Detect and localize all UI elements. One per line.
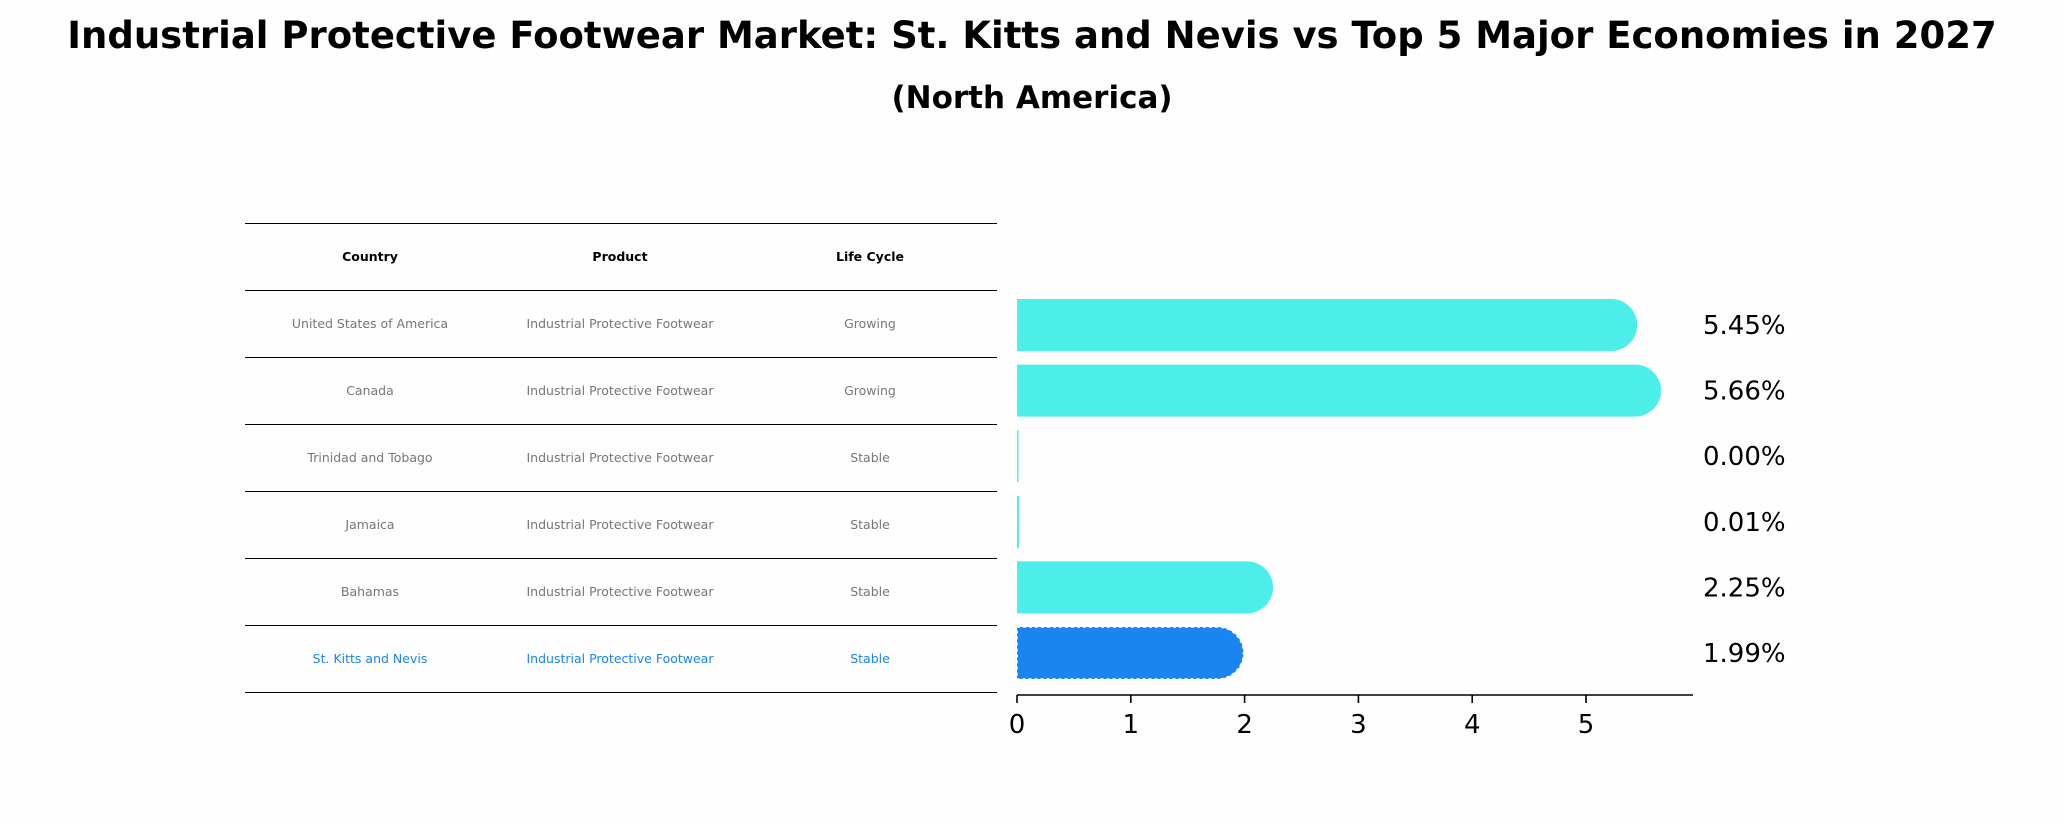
chart-subtitle: (North America): [891, 80, 1173, 116]
data-label: 2.25%: [1703, 573, 1786, 603]
bar-jamaica: [1017, 495, 1019, 548]
table-cell-country: Canada: [346, 382, 394, 398]
x-tick-label: 5: [1578, 710, 1595, 740]
data-label: 0.01%: [1703, 508, 1786, 538]
table-cell-product: Industrial Protective Footwear: [526, 583, 714, 599]
table-cell-country: Bahamas: [340, 583, 400, 599]
table-row-rule: [245, 491, 997, 492]
table-header-country: Country: [342, 248, 398, 264]
table-cell-country: Jamaica: [345, 516, 395, 532]
table-cell-country: United States of America: [291, 315, 449, 331]
table-cell-product: Industrial Protective Footwear: [526, 650, 714, 666]
table-cell-life-cycle: Stable: [850, 583, 890, 599]
bar-bahamas: [1017, 561, 1274, 614]
chart-title: Industrial Protective Footwear Market: S…: [67, 14, 1997, 57]
data-label: 1.99%: [1703, 639, 1786, 669]
table-cell-country: Trinidad and Tobago: [307, 449, 433, 465]
table-row-rule: [245, 558, 997, 559]
data-label: 0.00%: [1703, 442, 1786, 472]
bar-trinidad-and-tobago: [1017, 430, 1019, 483]
table-row-rule: [245, 424, 997, 425]
table-header-life-cycle: Life Cycle: [835, 248, 904, 264]
x-tick-label: 0: [1009, 710, 1026, 740]
table-row-rule: [245, 290, 997, 291]
table-header-product: Product: [592, 248, 648, 264]
table-cell-product: Industrial Protective Footwear: [526, 315, 714, 331]
table-cell-life-cycle: Stable: [850, 650, 890, 666]
bar-st-kitts-and-nevis: [1016, 626, 1245, 680]
data-label: 5.45%: [1703, 311, 1786, 341]
bar-united-states-of-america: [1017, 299, 1638, 351]
table-cell-life-cycle: Stable: [850, 449, 890, 465]
table-row-rule: [245, 625, 997, 626]
table-cell-country: St. Kitts and Nevis: [312, 650, 428, 666]
table-cell-product: Industrial Protective Footwear: [526, 516, 714, 532]
table-cell-life-cycle: Growing: [844, 382, 896, 398]
x-tick-label: 2: [1236, 710, 1253, 740]
table-top-rule: [245, 223, 997, 224]
x-tick-label: 4: [1464, 710, 1481, 740]
table-cell-product: Industrial Protective Footwear: [526, 449, 714, 465]
bar-canada: [1017, 364, 1662, 417]
table-row-rule: [245, 357, 997, 358]
table-cell-life-cycle: Growing: [844, 315, 896, 331]
x-tick-label: 1: [1123, 710, 1140, 740]
table-cell-life-cycle: Stable: [850, 516, 890, 532]
x-tick-label: 3: [1350, 710, 1367, 740]
table-cell-product: Industrial Protective Footwear: [526, 382, 714, 398]
data-label: 5.66%: [1703, 377, 1786, 407]
table-bottom-rule: [245, 692, 997, 693]
